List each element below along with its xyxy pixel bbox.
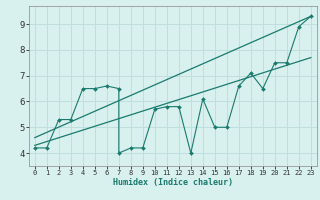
X-axis label: Humidex (Indice chaleur): Humidex (Indice chaleur) <box>113 178 233 187</box>
